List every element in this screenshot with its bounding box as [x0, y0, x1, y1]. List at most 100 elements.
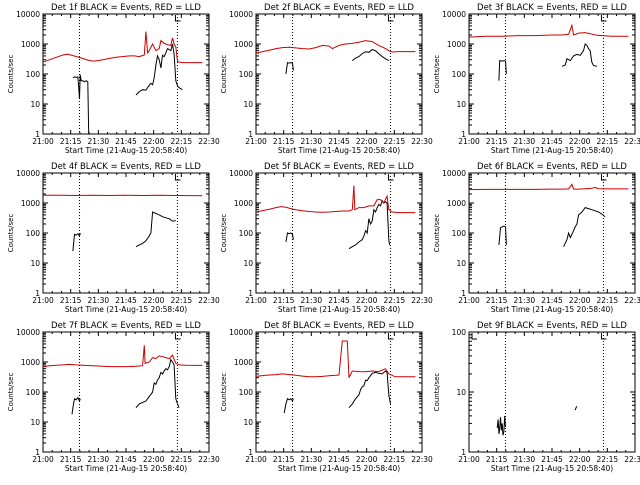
x-tick-label: 21:15 [60, 455, 82, 464]
y-tick-label: 1000 [447, 40, 466, 49]
x-tick-label: 21:45 [328, 455, 350, 464]
y-axis-label: Counts/sec [7, 373, 15, 412]
y-tick-label: 10000 [442, 169, 466, 178]
y-tick-label: 100 [452, 229, 467, 238]
series-black-line [72, 398, 80, 415]
y-tick-label: 10 [30, 418, 40, 427]
y-tick-label: 10 [30, 259, 40, 268]
x-tick-label: 21:15 [60, 137, 82, 146]
x-tick-label: 22:30 [624, 296, 640, 305]
x-tick-label: 22:15 [597, 137, 619, 146]
x-tick-label: 21:30 [514, 455, 536, 464]
y-tick-label: 100 [239, 70, 254, 79]
x-tick-label: 21:45 [541, 137, 563, 146]
y-tick-label: 1 [35, 130, 40, 139]
x-tick-label: 21:30 [301, 455, 323, 464]
chart-title: Det 2f BLACK = Events, RED = LLD [264, 3, 414, 13]
chart-title: Det 3f BLACK = Events, RED = LLD [477, 3, 627, 13]
series-black-line [286, 233, 294, 242]
series-black-line [73, 75, 89, 134]
x-axis-label: Start Time (21-Aug-15 20:58:40) [491, 305, 613, 314]
series-red-line [256, 41, 415, 53]
y-tick-label: 10000 [442, 10, 466, 19]
y-axis-label: Counts/sec [7, 55, 15, 94]
x-axis-label: Start Time (21-Aug-15 20:58:40) [278, 464, 400, 473]
y-tick-label: 10 [456, 388, 466, 397]
y-tick-label: 10000 [229, 169, 253, 178]
chart-title: Det 8f BLACK = Events, RED = LLD [264, 321, 414, 331]
y-tick-label: 1 [248, 448, 253, 457]
y-tick-label: 10 [243, 418, 253, 427]
x-tick-label: 22:00 [569, 455, 591, 464]
x-tick-label: 22:30 [198, 455, 220, 464]
y-tick-label: 1000 [234, 358, 253, 367]
y-tick-label: 1 [35, 289, 40, 298]
x-tick-label: 21:15 [273, 455, 295, 464]
x-tick-label: 21:30 [301, 137, 323, 146]
plot-frame [469, 173, 635, 293]
y-tick-label: 1 [248, 130, 253, 139]
plot-frame [469, 14, 635, 134]
plot-frame [43, 14, 209, 134]
x-axis-label: Start Time (21-Aug-15 20:58:40) [491, 146, 613, 155]
x-tick-label: 22:30 [411, 455, 433, 464]
y-axis-label: Counts/sec [433, 55, 441, 94]
x-tick-label: 21:15 [60, 296, 82, 305]
y-tick-label: 10000 [229, 328, 253, 337]
y-tick-label: 1 [35, 448, 40, 457]
y-tick-label: 10000 [229, 10, 253, 19]
x-tick-label: 21:15 [486, 296, 508, 305]
series-black-line [564, 208, 606, 247]
x-tick-label: 22:15 [597, 455, 619, 464]
x-axis-label: Start Time (21-Aug-15 20:58:40) [65, 146, 187, 155]
y-tick-label: 1 [461, 289, 466, 298]
x-axis-label: Start Time (21-Aug-15 20:58:40) [65, 305, 187, 314]
x-tick-label: 22:00 [143, 296, 165, 305]
x-tick-label: 21:30 [514, 137, 536, 146]
x-tick-label: 22:00 [569, 296, 591, 305]
series-black-line [562, 44, 597, 66]
x-tick-label: 21:30 [88, 137, 110, 146]
y-tick-label: 100 [239, 229, 254, 238]
x-tick-label: 22:30 [624, 455, 640, 464]
plot-frame [43, 332, 209, 452]
y-tick-label: 100 [452, 70, 467, 79]
y-tick-label: 100 [26, 229, 41, 238]
x-tick-label: 22:30 [411, 296, 433, 305]
plot-frame [43, 173, 209, 293]
y-tick-label: 10 [456, 259, 466, 268]
chart-title: Det 9f BLACK = Events, RED = LLD [477, 321, 627, 331]
x-axis-label: Start Time (21-Aug-15 20:58:40) [65, 464, 187, 473]
y-tick-label: 100 [26, 388, 41, 397]
x-tick-label: 22:00 [569, 137, 591, 146]
series-red-line [256, 341, 415, 378]
plot-frame [469, 332, 635, 452]
series-black-line [352, 50, 389, 61]
x-tick-label: 21:15 [273, 137, 295, 146]
y-tick-label: 1000 [234, 40, 253, 49]
x-tick-label: 21:45 [115, 455, 137, 464]
chart-title: Det 1f BLACK = Events, RED = LLD [51, 3, 201, 13]
plot-frame [256, 332, 422, 452]
x-tick-label: 22:30 [411, 137, 433, 146]
y-tick-label: 10 [30, 100, 40, 109]
x-tick-label: 21:45 [115, 296, 137, 305]
series-black-line [136, 212, 176, 247]
series-black-line [575, 406, 577, 410]
x-axis-label: Start Time (21-Aug-15 20:58:40) [491, 464, 613, 473]
x-tick-label: 21:15 [486, 455, 508, 464]
y-axis-label: Counts/sec [433, 373, 441, 412]
x-tick-label: 21:45 [328, 296, 350, 305]
y-tick-label: 1 [461, 448, 466, 457]
x-tick-label: 22:15 [171, 455, 193, 464]
x-tick-label: 22:15 [384, 455, 406, 464]
y-tick-label: 10000 [16, 10, 40, 19]
